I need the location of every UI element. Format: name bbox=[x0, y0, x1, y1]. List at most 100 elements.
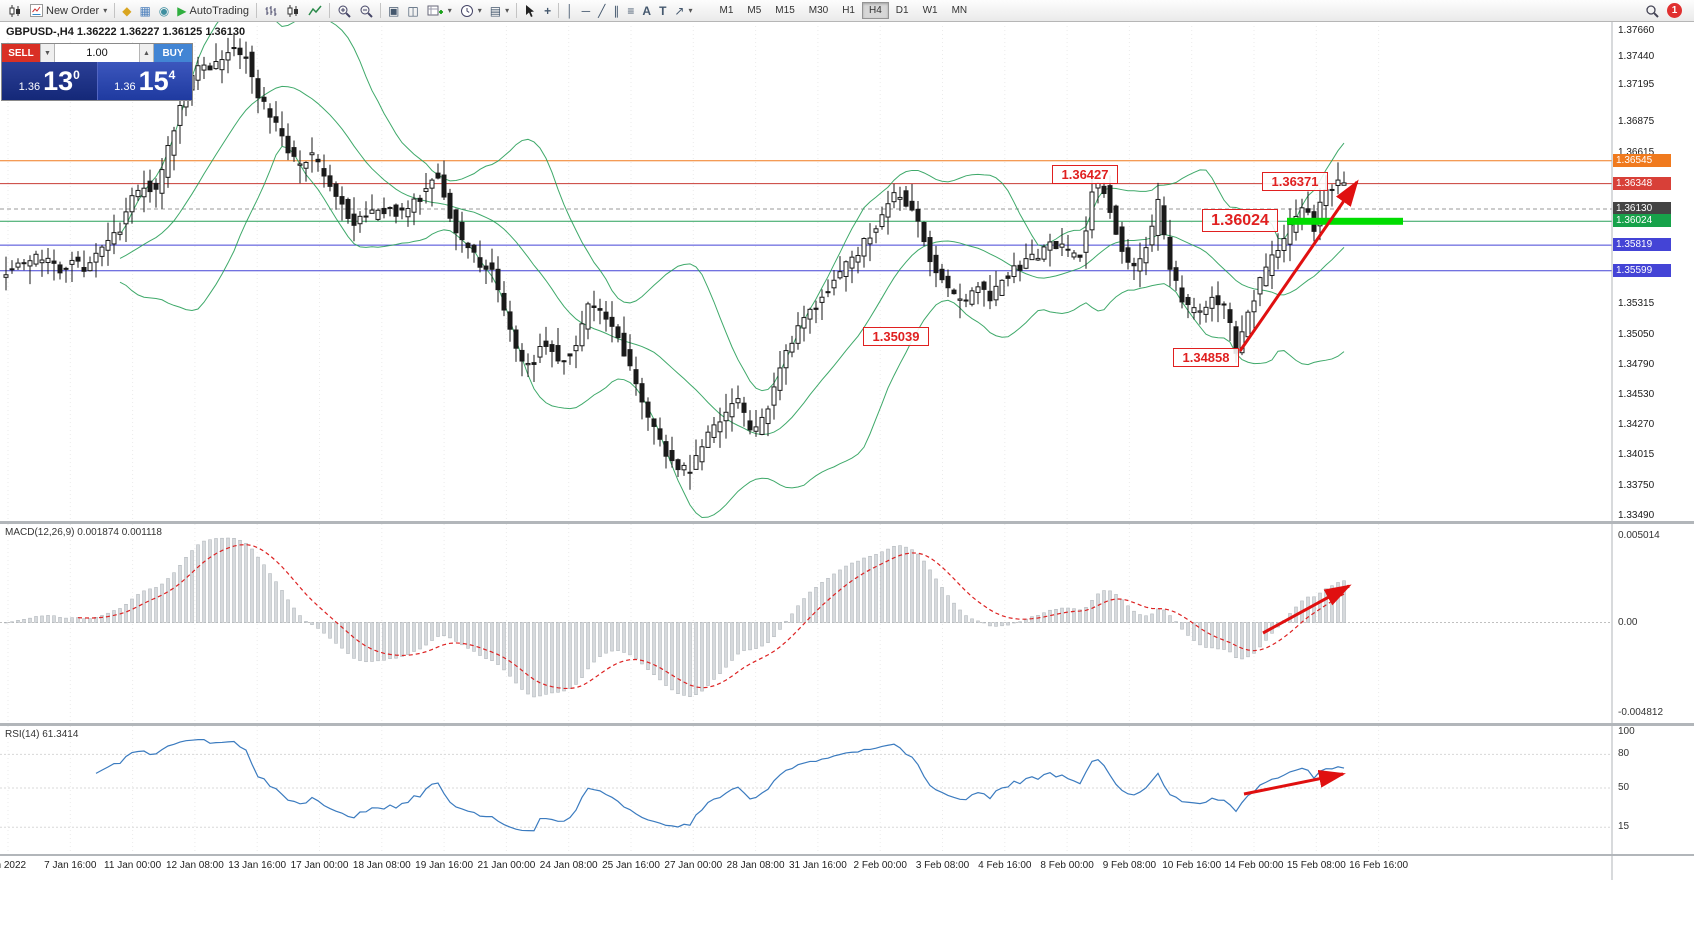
timeframe-mn[interactable]: MN bbox=[951, 5, 968, 16]
search-icon[interactable] bbox=[1645, 4, 1659, 18]
new-order-button[interactable]: New Order ▾ bbox=[26, 1, 111, 21]
price-annotation[interactable]: 1.36427 bbox=[1052, 165, 1118, 184]
macd-axis-label: 0.00 bbox=[1618, 616, 1638, 628]
price-annotation[interactable]: 1.36371 bbox=[1262, 172, 1328, 191]
text-button[interactable]: A bbox=[638, 1, 655, 21]
navigator-icon: ◉ bbox=[158, 3, 170, 18]
tile-windows-button[interactable]: ▣ bbox=[384, 1, 403, 21]
market-watch-icon: ▦ bbox=[139, 3, 151, 18]
horizontal-level-lines[interactable] bbox=[0, 160, 1612, 272]
market-watch-button[interactable]: ▦ bbox=[135, 1, 154, 21]
trendline-button[interactable]: ╱ bbox=[594, 1, 609, 21]
crosshair-button[interactable]: + bbox=[540, 1, 555, 21]
cursor-button[interactable] bbox=[520, 1, 540, 21]
price-annotation[interactable]: 1.36024 bbox=[1202, 209, 1278, 232]
timeframe-m30[interactable]: M30 bbox=[808, 5, 829, 16]
caret-down-icon: ▾ bbox=[505, 6, 510, 15]
zoom-in-button[interactable] bbox=[333, 1, 355, 21]
sell-button[interactable]: SELL bbox=[2, 44, 40, 62]
sell-price-big: 13 bbox=[43, 65, 74, 96]
time-axis-label: 16 Feb 16:00 bbox=[1349, 860, 1409, 871]
notification-badge[interactable]: 1 bbox=[1667, 3, 1682, 18]
bar-chart-button[interactable] bbox=[260, 1, 282, 21]
caret-down-icon: ▾ bbox=[688, 6, 693, 15]
horizontal-line-icon: ─ bbox=[581, 3, 591, 18]
volume-increase-button[interactable]: ▲ bbox=[139, 44, 154, 62]
macd-histogram bbox=[4, 537, 1346, 698]
rsi-line bbox=[95, 738, 1345, 832]
autotrading-icon: ▶ bbox=[177, 3, 187, 18]
timeframe-w1[interactable]: W1 bbox=[922, 5, 938, 16]
text-label-icon: T bbox=[659, 3, 667, 18]
price-level-badge: 1.36130 bbox=[1613, 201, 1671, 215]
time-axis-label: 7 Jan 16:00 bbox=[44, 860, 97, 871]
time-axis-label: 18 Jan 08:00 bbox=[352, 860, 411, 871]
time-axis-label: 10 Feb 16:00 bbox=[1162, 860, 1222, 871]
time-axis-label: an 2022 bbox=[0, 860, 27, 871]
volume-input[interactable] bbox=[55, 44, 139, 62]
time-axis-label: 9 Feb 08:00 bbox=[1102, 860, 1157, 871]
highlight-level-bar[interactable] bbox=[1287, 217, 1403, 225]
shapes-icon: ↗ bbox=[674, 3, 685, 18]
volume-decrease-button[interactable]: ▼ bbox=[40, 44, 55, 62]
price-axis-label: 1.36875 bbox=[1618, 116, 1655, 128]
text-icon: A bbox=[642, 3, 652, 18]
timeframe-m15[interactable]: M15 bbox=[775, 5, 795, 16]
autotrading-button-label: AutoTrading bbox=[189, 4, 250, 17]
tile-windows-icon: ▣ bbox=[388, 3, 400, 18]
timeframe-d1[interactable]: D1 bbox=[895, 5, 909, 16]
trend-arrow-3[interactable] bbox=[1243, 769, 1346, 796]
panel-divider bbox=[0, 723, 1694, 726]
symbol-ohlc-info: GBPUSD-,H4 1.36222 1.36227 1.36125 1.361… bbox=[6, 26, 246, 38]
time-axis-label: 28 Jan 08:00 bbox=[726, 860, 785, 871]
chart-window-button[interactable] bbox=[4, 1, 26, 21]
price-axis-label: 1.34270 bbox=[1618, 419, 1655, 431]
timeframe-h4[interactable]: H4 bbox=[862, 2, 889, 19]
sell-price-display[interactable]: 1.36 13 0 bbox=[2, 62, 97, 100]
timeframe-m5[interactable]: M5 bbox=[747, 5, 762, 16]
metaeditor-button[interactable]: ◆ bbox=[118, 1, 135, 21]
channel-button[interactable]: ∥ bbox=[609, 1, 623, 21]
periods-button[interactable]: ▾ bbox=[456, 1, 486, 21]
buy-button[interactable]: BUY bbox=[154, 44, 192, 62]
one-click-trading-panel: SELL ▼ ▲ BUY 1.36 13 0 1.36 15 4 bbox=[1, 43, 193, 101]
panel-divider bbox=[0, 521, 1694, 524]
shapes-button[interactable]: ↗ ▾ bbox=[670, 1, 696, 21]
candlestick-chart-button[interactable] bbox=[282, 1, 304, 21]
rsi-axis-label: 80 bbox=[1618, 748, 1630, 760]
zoom-out-button[interactable] bbox=[355, 1, 377, 21]
price-level-badge: 1.35599 bbox=[1613, 263, 1671, 277]
templates-icon: ▤ bbox=[489, 3, 502, 18]
time-axis-label: 12 Jan 08:00 bbox=[165, 860, 224, 871]
templates-button[interactable]: ▤ ▾ bbox=[486, 1, 513, 21]
timeframe-m1[interactable]: M1 bbox=[719, 5, 734, 16]
fibonacci-button[interactable]: ≡ bbox=[623, 1, 638, 21]
toolbar-separator bbox=[516, 3, 518, 18]
horizontal-line-button[interactable]: ─ bbox=[578, 1, 595, 21]
price-axis-label: 1.34790 bbox=[1618, 358, 1655, 370]
macd-axis-label: 0.005014 bbox=[1618, 530, 1660, 541]
caret-down-icon: ▾ bbox=[477, 6, 482, 15]
autotrading-button[interactable]: ▶ AutoTrading bbox=[173, 1, 253, 21]
price-level-badge: 1.35819 bbox=[1613, 238, 1671, 252]
price-annotation[interactable]: 1.34858 bbox=[1173, 348, 1239, 367]
gridlines bbox=[7, 26, 1380, 852]
price-axis-label: 1.37195 bbox=[1618, 79, 1655, 91]
new-chart-button[interactable]: ▾ bbox=[423, 1, 456, 21]
trend-arrow-1[interactable] bbox=[1238, 179, 1359, 352]
vertical-line-button[interactable]: │ bbox=[562, 1, 578, 21]
price-axis-label: 1.33750 bbox=[1618, 479, 1655, 491]
line-chart-button[interactable] bbox=[304, 1, 326, 21]
navigator-button[interactable]: ◉ bbox=[155, 1, 173, 21]
price-axis-label: 1.33490 bbox=[1618, 510, 1655, 521]
cascade-windows-button[interactable]: ◫ bbox=[403, 1, 422, 21]
price-annotation[interactable]: 1.35039 bbox=[863, 327, 929, 346]
price-axis-label: 1.37440 bbox=[1618, 50, 1655, 62]
timeframe-h1[interactable]: H1 bbox=[842, 5, 855, 16]
crosshair-icon: + bbox=[544, 3, 552, 18]
buy-price-display[interactable]: 1.36 15 4 bbox=[96, 62, 192, 100]
trend-arrow-2[interactable] bbox=[1262, 584, 1352, 635]
text-label-button[interactable]: T bbox=[655, 1, 670, 21]
candlestick-series bbox=[3, 32, 1347, 490]
